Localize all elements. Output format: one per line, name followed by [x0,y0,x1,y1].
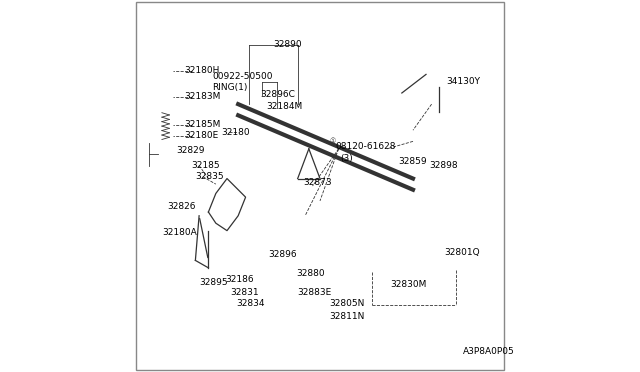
Text: 32898: 32898 [429,161,458,170]
Circle shape [159,64,172,77]
Text: 32805N: 32805N [330,299,365,308]
Text: 32830M: 32830M [390,280,427,289]
Bar [158,143,179,166]
Text: 32801Q: 32801Q [445,248,480,257]
Ellipse shape [234,104,243,116]
Polygon shape [266,193,305,253]
Bar [161,91,170,100]
Text: 32185M: 32185M [184,120,221,129]
Text: 32859: 32859 [398,157,427,166]
Text: 32835: 32835 [195,172,224,181]
Text: 32895: 32895 [199,278,228,287]
Text: A3P8A0P05: A3P8A0P05 [463,347,515,356]
Text: 32184M: 32184M [266,102,302,110]
Text: 32873: 32873 [303,178,332,187]
Circle shape [165,196,172,202]
Polygon shape [238,104,413,190]
Text: 32180: 32180 [221,128,250,137]
Circle shape [326,135,340,148]
Ellipse shape [408,178,418,190]
Circle shape [426,61,452,87]
Text: 32896C: 32896C [260,90,295,99]
Ellipse shape [452,270,458,282]
Text: 32831: 32831 [231,288,259,296]
Circle shape [282,116,291,125]
Text: 32185: 32185 [191,161,220,170]
Text: 32183M: 32183M [184,92,221,101]
Polygon shape [294,186,339,257]
Text: 34130Y: 34130Y [447,77,481,86]
Polygon shape [152,208,179,242]
Text: 32834: 32834 [236,299,265,308]
Text: (3): (3) [340,154,353,163]
Text: 32811N: 32811N [330,312,365,321]
Ellipse shape [396,152,408,168]
Ellipse shape [390,147,413,173]
Polygon shape [199,171,246,238]
Circle shape [266,108,278,119]
Text: 32883E: 32883E [298,288,332,296]
Polygon shape [328,186,376,260]
Text: 08120-61628: 08120-61628 [335,142,396,151]
Text: 32890: 32890 [273,40,302,49]
Circle shape [232,103,241,112]
Text: 32896: 32896 [268,250,296,259]
Polygon shape [372,270,456,281]
Text: 00922-50500: 00922-50500 [212,72,273,81]
Ellipse shape [163,89,168,100]
Text: ①: ① [330,138,336,144]
Text: RING(1): RING(1) [212,83,248,92]
Circle shape [431,67,447,82]
Text: 32180E: 32180E [184,131,218,140]
Text: 32880: 32880 [296,269,324,278]
Text: 32186: 32186 [225,275,254,283]
Text: 32826: 32826 [168,202,196,211]
Text: 32180A: 32180A [162,228,196,237]
Text: 32180H: 32180H [184,66,220,75]
Ellipse shape [369,270,376,282]
Bar [387,141,417,179]
Text: 32829: 32829 [177,146,205,155]
